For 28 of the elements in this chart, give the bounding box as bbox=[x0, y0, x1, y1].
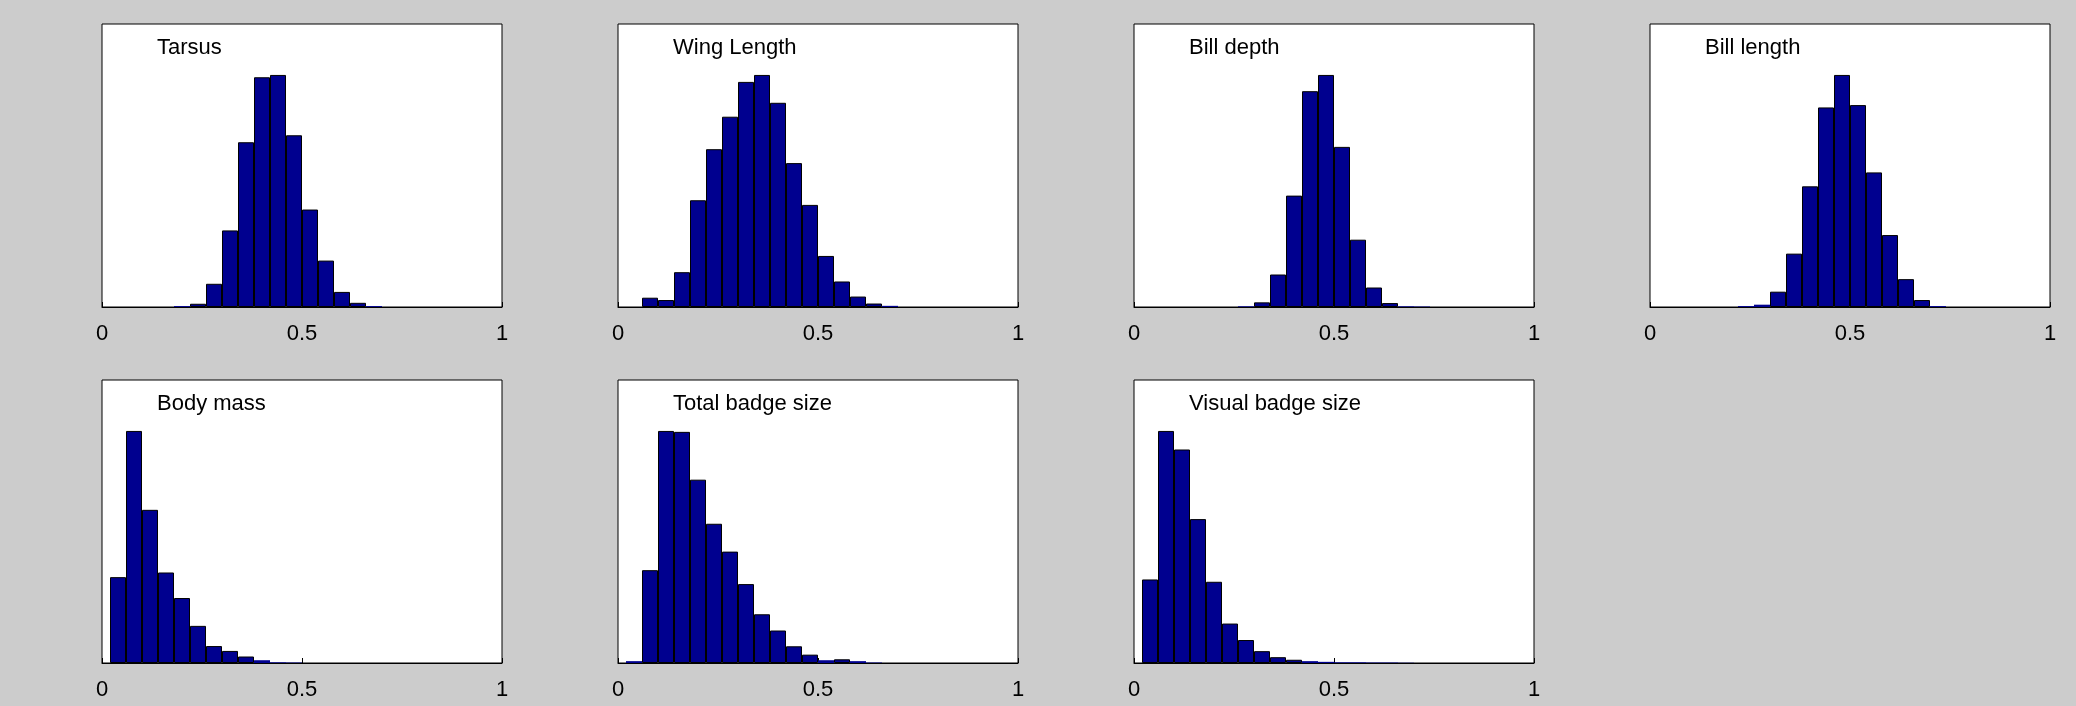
x-tick-label: 0.5 bbox=[802, 319, 834, 345]
x-tick-label: 0 bbox=[611, 319, 625, 345]
x-tick-label: 0 bbox=[1127, 675, 1141, 701]
x-tick-label: 1 bbox=[1011, 675, 1025, 701]
x-tick-label: 0 bbox=[611, 675, 625, 701]
x-tick-label: 0.5 bbox=[802, 675, 834, 701]
x-tick-label: 0 bbox=[95, 319, 109, 345]
x-tick-label: 1 bbox=[495, 675, 509, 701]
x-tick-label: 1 bbox=[1527, 675, 1541, 701]
chart-title: Visual badge size bbox=[1189, 389, 1362, 415]
chart-title: Total badge size bbox=[673, 389, 832, 415]
x-tick-label: 0.5 bbox=[1834, 319, 1866, 345]
x-tick-label: 0.5 bbox=[286, 319, 318, 345]
x-tick-label: 1 bbox=[1527, 319, 1541, 345]
x-tick-label: 0 bbox=[1127, 319, 1141, 345]
x-tick-label: 0 bbox=[1643, 319, 1657, 345]
x-tick-label: 1 bbox=[1011, 319, 1025, 345]
chart-title: Tarsus bbox=[157, 33, 222, 59]
x-tick-label: 0.5 bbox=[1318, 319, 1350, 345]
chart-title: Bill depth bbox=[1189, 33, 1280, 59]
chart-title: Wing Length bbox=[673, 33, 797, 59]
chart-title: Bill length bbox=[1705, 33, 1801, 59]
chart-title: Body mass bbox=[157, 389, 266, 415]
x-tick-label: 0.5 bbox=[1318, 675, 1350, 701]
x-tick-label: 1 bbox=[495, 319, 509, 345]
x-tick-label: 0 bbox=[95, 675, 109, 701]
x-tick-label: 1 bbox=[2043, 319, 2057, 345]
x-tick-label: 0.5 bbox=[286, 675, 318, 701]
